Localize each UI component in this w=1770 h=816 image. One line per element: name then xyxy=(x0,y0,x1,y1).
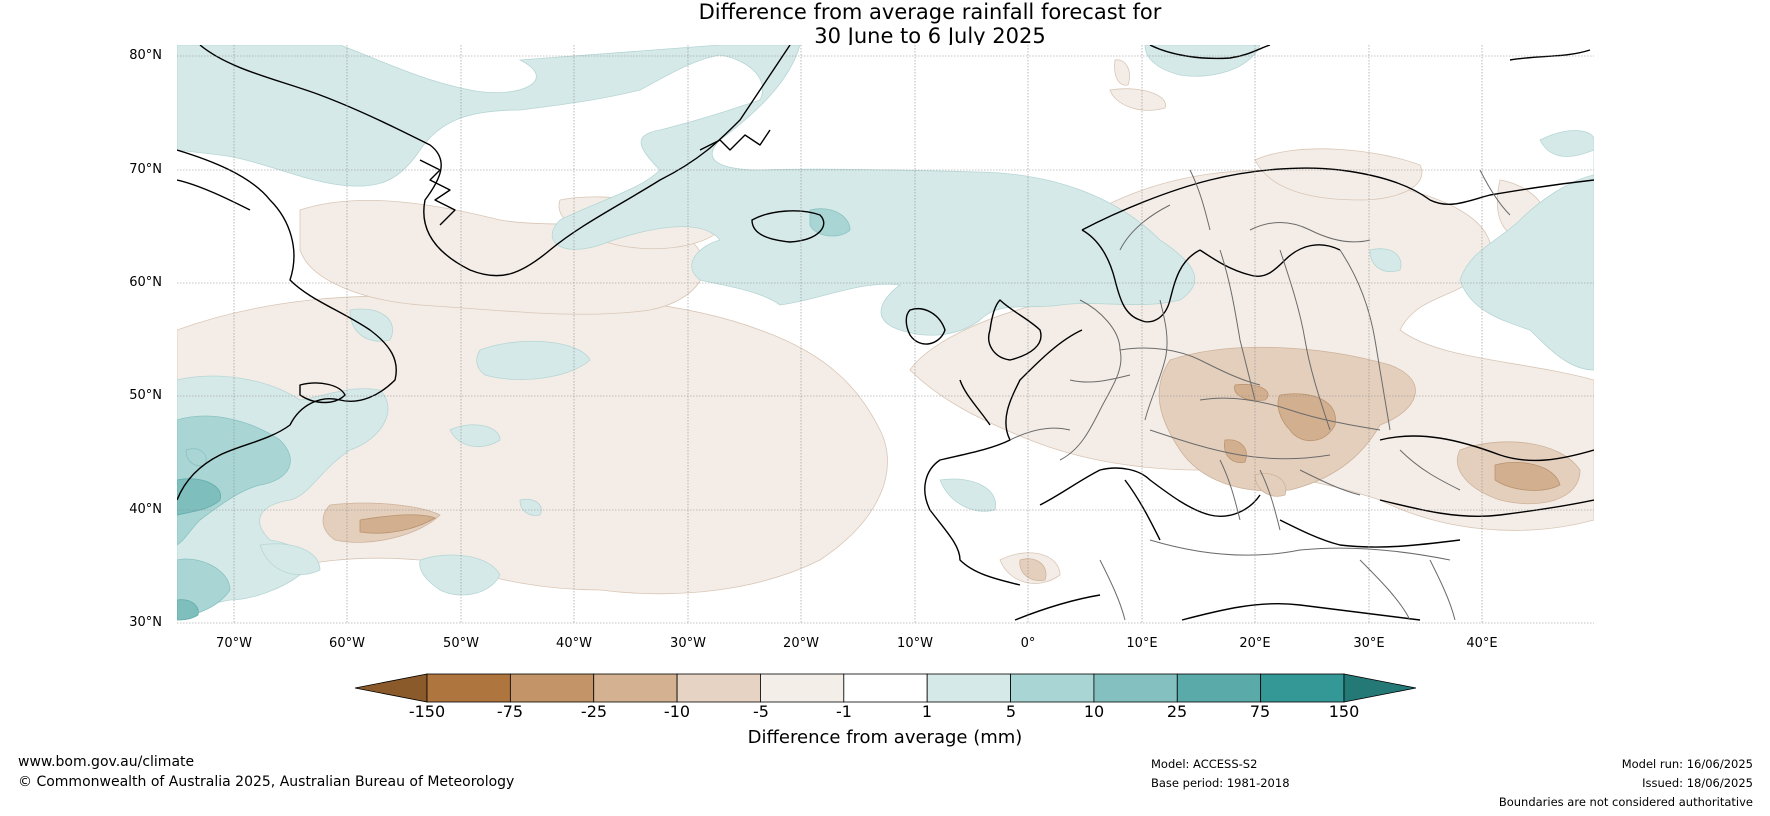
model-name: Model: ACCESS-S2 xyxy=(1151,757,1258,771)
lat-label-70n: 70°N xyxy=(129,162,162,177)
lon-label-40e: 40°E xyxy=(1466,636,1498,651)
colorbar-cell xyxy=(1260,673,1345,703)
colorbar-tick-label: -25 xyxy=(580,702,608,721)
lon-label-30e: 30°E xyxy=(1353,636,1385,651)
coastlines xyxy=(177,45,1594,621)
lat-label-30n: 30°N xyxy=(129,615,162,630)
colorbar-tick-label: 10 xyxy=(1083,702,1105,721)
issued-date: Issued: 18/06/2025 xyxy=(1642,776,1753,790)
colorbar-tick-label: 75 xyxy=(1249,702,1271,721)
lon-label-20e: 20°E xyxy=(1239,636,1271,651)
title-line-2: 30 June to 6 July 2025 xyxy=(814,24,1046,48)
wet-anomaly-strong xyxy=(177,478,221,621)
lon-label-60w: 60°W xyxy=(329,636,365,651)
colorbar-extend-high xyxy=(1343,673,1417,703)
lon-label-20w: 20°W xyxy=(783,636,819,651)
model-run-date: Model run: 16/06/2025 xyxy=(1621,757,1753,771)
lon-label-10w: 10°W xyxy=(897,636,933,651)
boundaries-disclaimer: Boundaries are not considered authoritat… xyxy=(1498,795,1753,809)
map-title: Difference from average rainfall forecas… xyxy=(0,0,1770,48)
lon-label-70w: 70°W xyxy=(216,636,252,651)
colorbar-tick-label: 5 xyxy=(1005,702,1017,721)
lon-label-0: 0° xyxy=(1020,636,1036,651)
lat-label-60n: 60°N xyxy=(129,275,162,290)
colorbar-cell xyxy=(676,673,761,703)
wet-anomaly-light xyxy=(177,45,1594,621)
lon-label-10e: 10°E xyxy=(1126,636,1158,651)
copyright-text: © Commonwealth of Australia 2025, Austra… xyxy=(18,774,515,790)
colorbar-cell xyxy=(593,673,678,703)
rainfall-anomaly-map xyxy=(177,45,1594,624)
colorbar-tick-label: -5 xyxy=(753,702,769,721)
lat-label-40n: 40°N xyxy=(129,502,162,517)
colorbar-cell xyxy=(1093,673,1178,703)
colorbar-cell xyxy=(926,673,1011,703)
colorbar-extend-low xyxy=(354,673,428,703)
dry-anomaly-strong xyxy=(359,384,1561,534)
title-line-1: Difference from average rainfall forecas… xyxy=(698,0,1162,24)
website-link[interactable]: www.bom.gov.au/climate xyxy=(18,754,195,770)
colorbar-cell xyxy=(1010,673,1095,703)
colorbar-cell xyxy=(1176,673,1262,703)
colorbar-cell xyxy=(426,673,511,703)
base-period: Base period: 1981-2018 xyxy=(1151,776,1290,790)
colorbar-title: Difference from average (mm) xyxy=(747,727,1023,748)
colorbar-tick-label: -10 xyxy=(663,702,691,721)
colorbar-tick-label: 25 xyxy=(1166,702,1188,721)
colorbar-tick-label: -75 xyxy=(496,702,524,721)
country-borders xyxy=(1009,169,1511,621)
colorbar-tick-label: 1 xyxy=(921,702,933,721)
colorbar-tick-label: 150 xyxy=(1328,702,1360,721)
lon-label-50w: 50°W xyxy=(443,636,479,651)
colorbar-cell xyxy=(843,673,928,703)
colorbar-tick-label: -1 xyxy=(836,702,852,721)
lon-label-40w: 40°W xyxy=(556,636,592,651)
lon-label-30w: 30°W xyxy=(670,636,706,651)
colorbar xyxy=(354,673,1417,703)
lat-label-50n: 50°N xyxy=(129,388,162,403)
lat-label-80n: 80°N xyxy=(129,48,162,63)
graticule xyxy=(177,45,1594,624)
colorbar-cell xyxy=(509,673,595,703)
colorbar-cell xyxy=(760,673,845,703)
colorbar-tick-label: -150 xyxy=(408,702,446,721)
